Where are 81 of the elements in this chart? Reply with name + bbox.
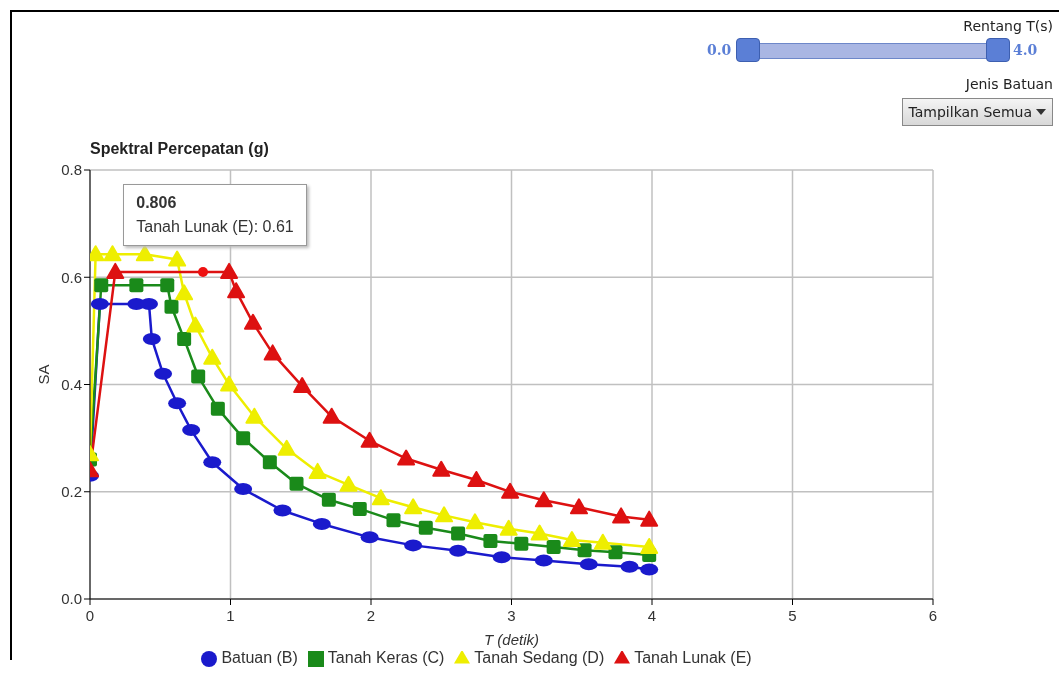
point (386, 513, 401, 528)
point (160, 278, 175, 293)
point (562, 531, 581, 548)
point (418, 520, 433, 535)
point (483, 534, 498, 549)
point (129, 278, 144, 293)
x-tick-label: 1 (226, 607, 235, 624)
point (534, 491, 553, 508)
point (135, 245, 154, 262)
point (175, 284, 194, 301)
point (227, 282, 246, 299)
point (262, 455, 277, 470)
point (435, 506, 454, 523)
point (236, 431, 251, 446)
legend-label: Tanah Keras (C) (327, 649, 445, 666)
point (371, 489, 390, 506)
text: 0.0 (707, 42, 732, 58)
point (465, 513, 484, 530)
point (289, 476, 304, 491)
x-axis-title: T (detik) (483, 631, 540, 648)
point (293, 377, 312, 394)
x-tick-label: 6 (928, 607, 938, 624)
legend-label: Tanah Sedang (D) (474, 649, 605, 666)
y-tick-label: 0.4 (61, 375, 82, 393)
point (397, 449, 416, 466)
point (103, 245, 122, 262)
legend-label: Tanah Lunak (E) (634, 649, 752, 666)
point (360, 431, 379, 448)
point (321, 492, 336, 507)
point (94, 278, 109, 293)
point (640, 537, 659, 554)
point (220, 262, 239, 279)
point (263, 344, 282, 361)
point (277, 439, 296, 456)
point (404, 498, 423, 515)
text: Rentang T(s) (962, 18, 1053, 34)
point (501, 482, 520, 499)
point (432, 460, 451, 477)
point (191, 369, 206, 384)
point (106, 262, 125, 279)
annotation: 0.806 Tanah Lunak (E): 0.61 (136, 192, 294, 237)
x-tick-label: 5 (788, 607, 797, 624)
point (168, 250, 187, 267)
point (243, 313, 262, 330)
y-tick-label: 0.8 (61, 161, 82, 179)
point (451, 526, 466, 541)
point (186, 316, 205, 333)
point (322, 407, 341, 424)
text: Jenis Batuan (964, 76, 1053, 92)
x-tick-label: 3 (507, 607, 516, 624)
x-tick-label: 4 (647, 607, 657, 624)
point (339, 475, 358, 492)
x-tick-label: 2 (366, 607, 376, 624)
point (608, 545, 623, 560)
point (577, 543, 592, 558)
y-tick-label: 0.2 (61, 483, 82, 501)
y-axis-title: SA (35, 364, 53, 385)
point (514, 536, 529, 551)
point (245, 407, 264, 424)
text: Tampilkan Semua (908, 104, 1032, 120)
point (308, 462, 327, 479)
point (612, 507, 631, 524)
point (546, 539, 561, 554)
point (499, 519, 518, 536)
chart-title: Spektral Percepatan (g) (90, 140, 269, 158)
legend-label: Batuan (B) (221, 649, 298, 666)
point (220, 375, 239, 392)
point (640, 510, 659, 527)
x-tick-label: 0 (85, 607, 95, 624)
point (467, 470, 486, 487)
y-tick-label: 0.0 (61, 590, 82, 608)
point (569, 498, 588, 515)
text: 4.0 (1013, 42, 1038, 58)
point (203, 348, 222, 365)
point (593, 533, 612, 550)
point (210, 401, 225, 416)
point (177, 331, 192, 346)
point (164, 299, 179, 314)
point (530, 524, 549, 541)
y-tick-label: 0.6 (61, 268, 82, 286)
point (352, 501, 367, 516)
